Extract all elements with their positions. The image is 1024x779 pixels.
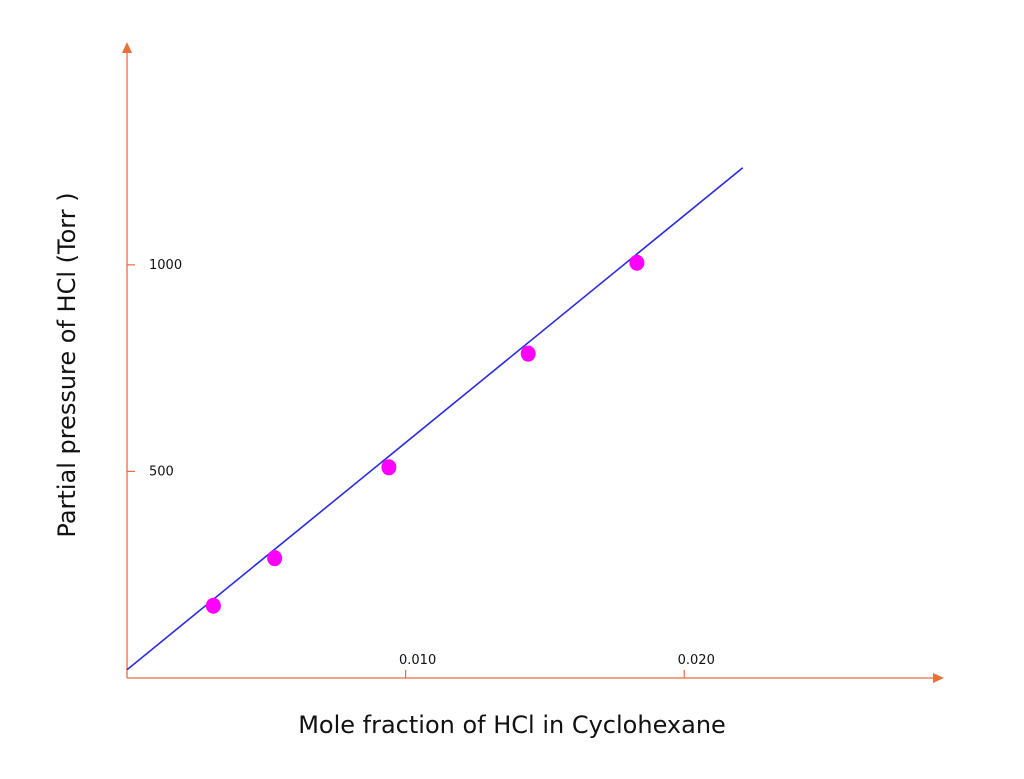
data-point-0 bbox=[205, 597, 221, 614]
y-axis-title: Partial pressure of HCl (Torr ) bbox=[53, 192, 81, 537]
y-tick-label-1: 1000 bbox=[149, 258, 182, 273]
data-point-1 bbox=[267, 550, 283, 567]
data-point-4 bbox=[629, 254, 645, 271]
y-tick-label-0: 500 bbox=[149, 464, 174, 479]
y-axis-arrow bbox=[122, 42, 132, 53]
x-tick-label-1: 0.020 bbox=[678, 653, 715, 668]
ticks: 0.010 0.020 500 1000 bbox=[127, 258, 715, 678]
axes bbox=[122, 42, 944, 683]
data-point-3 bbox=[520, 345, 536, 362]
x-axis-arrow bbox=[933, 673, 944, 683]
fit-line bbox=[126, 167, 744, 671]
fit-line-group bbox=[126, 167, 744, 671]
x-tick-label-0: 0.010 bbox=[399, 653, 436, 668]
data-point-2 bbox=[381, 459, 397, 476]
data-points bbox=[205, 254, 645, 614]
x-axis-title: Mole fraction of HCl in Cyclohexane bbox=[298, 711, 726, 739]
